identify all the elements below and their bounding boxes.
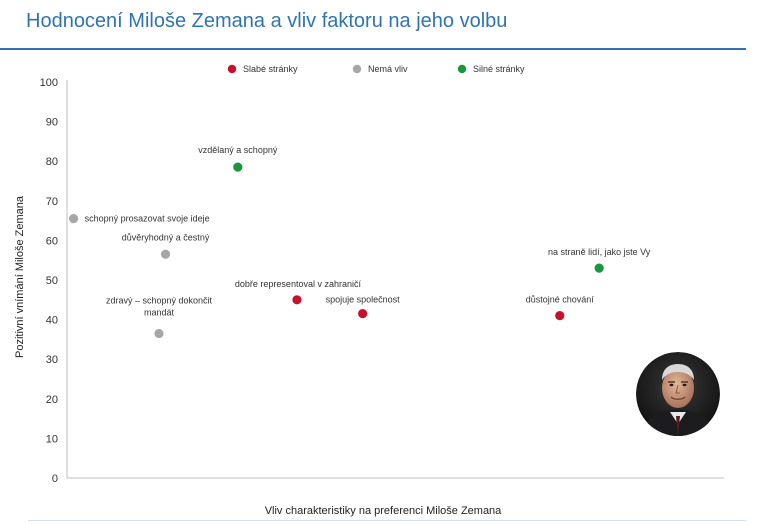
data-point	[358, 309, 368, 319]
page-title: Hodnocení Miloše Zemana a vliv faktoru n…	[26, 10, 508, 32]
y-axis-label: Pozitivní vnímání Miloše Zemana	[14, 195, 26, 358]
legend-label: Nemá vliv	[368, 64, 408, 74]
data-point	[555, 311, 565, 321]
y-tick-label: 50	[46, 275, 58, 287]
y-tick-label: 0	[52, 473, 58, 485]
data-point	[160, 249, 171, 259]
chart-legend: Slabé stránky Nemá vliv Silné stránky	[227, 64, 525, 74]
y-tick-label: 30	[46, 354, 58, 366]
data-point	[68, 214, 79, 224]
data-point	[594, 263, 604, 273]
legend-marker	[352, 64, 362, 74]
y-tick-label: 40	[46, 315, 58, 327]
legend-label: Slabé stránky	[243, 64, 298, 74]
y-tick-label: 60	[46, 235, 58, 247]
data-point	[292, 295, 302, 305]
data-points	[68, 162, 604, 339]
y-tick-label: 90	[46, 117, 58, 129]
data-label: zdravý – schopný dokončit mandát	[106, 295, 213, 317]
data-label: na straně lidí, jako jste Vy	[548, 247, 651, 257]
y-tick-labels: 0 10 20 30 40 50 60 70 80 90 100	[40, 77, 58, 485]
data-label: důstojné chování	[526, 295, 595, 305]
data-point	[233, 162, 243, 172]
data-label: schopný prosazovat svoje ideje	[85, 214, 210, 224]
y-tick-label: 70	[46, 196, 58, 208]
data-label: vzdělaný a schopný	[198, 145, 278, 155]
y-tick-label: 80	[46, 156, 58, 168]
legend-label: Silné stránky	[473, 64, 525, 74]
y-tick-label: 100	[40, 77, 58, 89]
data-label: dobře representoval v zahraničí	[235, 279, 362, 289]
portrait-photo	[636, 352, 720, 436]
data-point	[154, 328, 164, 339]
bottom-divider	[28, 520, 746, 521]
legend-marker	[457, 64, 467, 74]
y-tick-label: 10	[46, 433, 58, 445]
chart-axes	[66, 80, 724, 479]
data-label: důvěryhodný a čestný	[122, 232, 210, 242]
data-label: spojuje společnost	[326, 295, 401, 305]
legend-marker	[227, 64, 237, 74]
data-labels: dobře representoval v zahraničí spojuje s…	[85, 145, 651, 317]
x-axis-label: Vliv charakteristiky na preferenci Miloš…	[265, 505, 502, 517]
portrait-image	[636, 352, 720, 436]
title-divider	[0, 48, 746, 50]
y-tick-label: 20	[46, 394, 58, 406]
